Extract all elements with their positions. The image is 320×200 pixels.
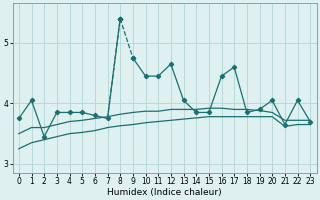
X-axis label: Humidex (Indice chaleur): Humidex (Indice chaleur) (107, 188, 222, 197)
